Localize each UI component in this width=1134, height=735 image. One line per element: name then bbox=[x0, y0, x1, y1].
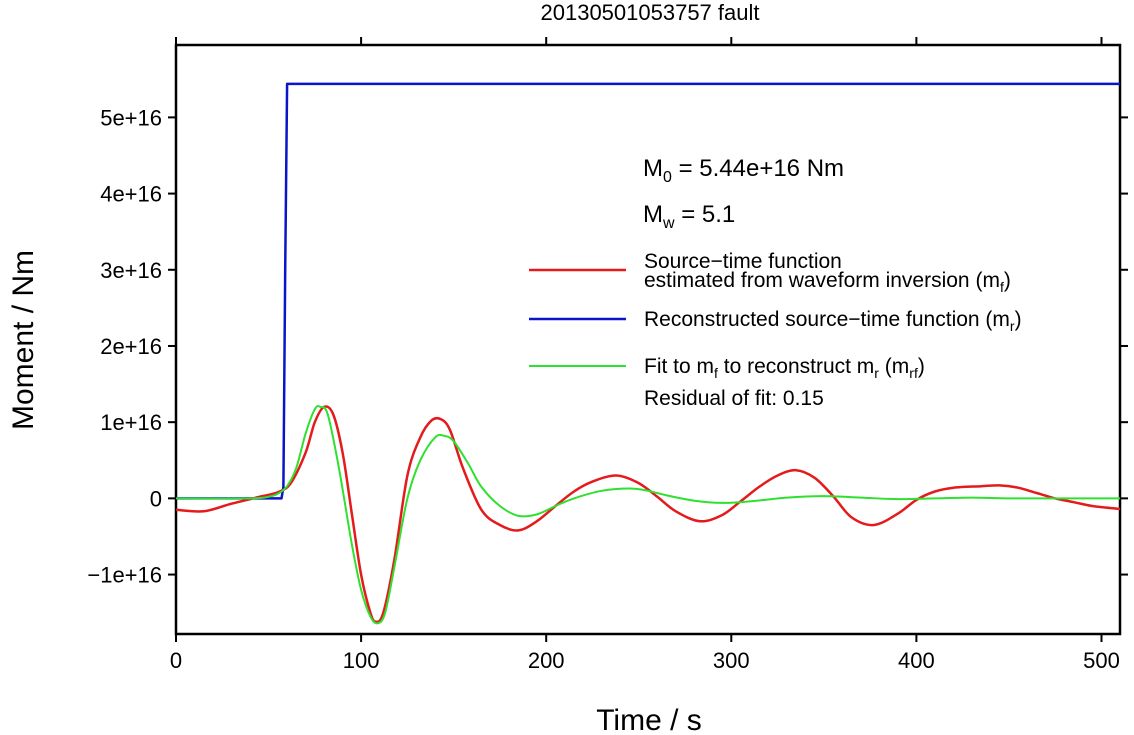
plot-border bbox=[174, 43, 1122, 636]
y-tick-label: 1e+16 bbox=[100, 410, 162, 435]
y-tick-label: −1e+16 bbox=[87, 563, 162, 588]
x-tick-label: 100 bbox=[343, 648, 380, 673]
legend-entry-red-line2: estimated from waveform inversion (mf) bbox=[644, 269, 1011, 295]
series-estimated-line bbox=[175, 405, 1121, 624]
legend-entry-red-line1: Source−time function bbox=[644, 250, 842, 273]
residual-annotation: Residual of fit: 0.15 bbox=[644, 387, 824, 410]
y-axis: −1e+16 0 1e+16 2e+16 3e+16 4e+16 5e+16 bbox=[87, 105, 1128, 588]
series-fit-line bbox=[175, 405, 1120, 625]
legend: Source−time function estimated from wave… bbox=[529, 250, 1022, 410]
y-tick-label: 4e+16 bbox=[100, 182, 162, 207]
y-tick-label: 3e+16 bbox=[100, 258, 162, 283]
legend-entry-green: Fit to mf to reconstruct mr (mrf) bbox=[644, 355, 925, 381]
x-axis: 0 100 200 300 400 500 bbox=[170, 37, 1120, 673]
y-tick-label: 2e+16 bbox=[100, 334, 162, 359]
y-tick-label: 5e+16 bbox=[100, 105, 162, 130]
mw-annotation: Mw = 5.1 bbox=[643, 201, 735, 232]
plot-frame bbox=[174, 43, 1122, 636]
x-tick-label: 300 bbox=[713, 648, 750, 673]
legend-entry-blue: Reconstructed source−time function (mr) bbox=[644, 308, 1022, 334]
x-axis-label: Time / s bbox=[596, 704, 702, 735]
x-tick-label: 500 bbox=[1083, 648, 1120, 673]
x-tick-label: 0 bbox=[170, 648, 182, 673]
x-tick-label: 400 bbox=[898, 648, 935, 673]
x-tick-label: 200 bbox=[528, 648, 565, 673]
m0-annotation: M0 = 5.44e+16 Nm bbox=[643, 155, 844, 186]
series-layer bbox=[175, 82, 1121, 625]
chart-title: 20130501053757 fault bbox=[541, 0, 760, 25]
y-axis-label: Moment / Nm bbox=[7, 250, 40, 430]
y-tick-label: 0 bbox=[150, 486, 162, 511]
